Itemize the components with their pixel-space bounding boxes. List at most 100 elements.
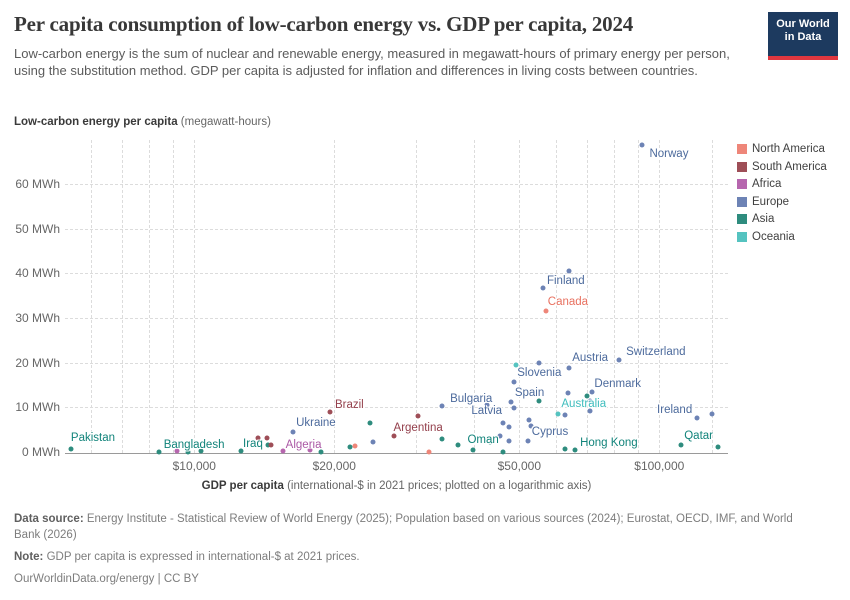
data-point-europe[interactable] — [587, 408, 593, 414]
data-point-south-america[interactable] — [391, 433, 397, 439]
data-point-asia[interactable] — [715, 444, 721, 450]
data-point-europe[interactable] — [589, 389, 595, 395]
country-label-austria[interactable]: Austria — [572, 352, 609, 365]
data-point-europe[interactable] — [565, 390, 571, 396]
data-point-europe[interactable] — [506, 424, 512, 430]
data-point-europe[interactable] — [566, 268, 572, 274]
data-point-oceania[interactable] — [555, 411, 561, 417]
country-label-hong-kong[interactable]: Hong Kong — [580, 436, 638, 449]
data-point-europe[interactable] — [616, 357, 622, 363]
owid-logo[interactable]: Our World in Data — [768, 12, 838, 60]
data-point-africa[interactable] — [174, 448, 180, 454]
legend-swatch-africa — [737, 179, 747, 190]
legend-item-south-america[interactable]: South America — [737, 161, 827, 174]
country-label-qatar[interactable]: Qatar — [684, 429, 714, 442]
legend-swatch-south-america — [737, 161, 747, 172]
data-point-asia[interactable] — [500, 449, 506, 455]
data-point-europe[interactable] — [587, 398, 593, 404]
data-point-europe[interactable] — [290, 429, 296, 435]
data-point-asia[interactable] — [470, 447, 476, 453]
owid-energy-link[interactable]: OurWorldinData.org/energy — [14, 573, 155, 585]
data-point-asia[interactable] — [536, 398, 542, 404]
data-point-europe[interactable] — [511, 405, 517, 411]
data-point-europe[interactable] — [562, 412, 568, 418]
data-point-north-america[interactable] — [543, 308, 549, 314]
data-point-asia[interactable] — [572, 447, 578, 453]
data-point-asia[interactable] — [185, 449, 191, 455]
country-label-brazil[interactable]: Brazil — [334, 399, 364, 412]
country-label-slovenia[interactable]: Slovenia — [517, 366, 562, 379]
data-point-asia[interactable] — [455, 442, 461, 448]
data-point-europe[interactable] — [639, 142, 645, 148]
country-label-oman[interactable]: Oman — [467, 433, 499, 446]
legend-item-oceania[interactable]: Oceania — [737, 231, 827, 244]
country-label-algeria[interactable]: Algeria — [285, 438, 322, 451]
data-point-europe[interactable] — [484, 402, 490, 408]
data-point-europe[interactable] — [528, 423, 534, 429]
data-point-asia[interactable] — [347, 444, 353, 450]
data-point-south-america[interactable] — [264, 435, 270, 441]
data-point-asia[interactable] — [562, 446, 568, 452]
data-point-asia[interactable] — [367, 420, 373, 426]
legend-item-europe[interactable]: Europe — [737, 196, 827, 209]
data-point-oceania[interactable] — [513, 362, 519, 368]
data-point-europe[interactable] — [694, 415, 700, 421]
data-point-asia[interactable] — [487, 439, 493, 445]
data-point-south-america[interactable] — [415, 413, 420, 419]
country-label-ukraine[interactable]: Ukraine — [296, 416, 336, 429]
legend-label-europe: Europe — [752, 195, 790, 208]
data-point-europe[interactable] — [540, 285, 546, 291]
data-point-north-america[interactable] — [426, 449, 432, 455]
data-point-europe[interactable] — [500, 420, 506, 426]
country-label-finland[interactable]: Finland — [546, 274, 585, 287]
data-point-asia[interactable] — [68, 446, 74, 452]
data-point-europe[interactable] — [536, 360, 542, 366]
data-point-europe[interactable] — [525, 438, 531, 444]
data-point-europe[interactable] — [370, 439, 376, 445]
data-point-europe[interactable] — [709, 411, 715, 417]
data-point-europe[interactable] — [506, 438, 512, 444]
country-label-ireland[interactable]: Ireland — [657, 404, 693, 417]
country-label-switzerland[interactable]: Switzerland — [626, 345, 686, 358]
data-point-africa[interactable] — [307, 447, 313, 453]
data-source-text: Energy Institute - Statistical Review of… — [14, 513, 793, 541]
data-point-south-america[interactable] — [255, 435, 261, 441]
data-point-asia[interactable] — [439, 436, 445, 442]
data-point-asia[interactable] — [238, 448, 244, 454]
country-label-cyprus[interactable]: Cyprus — [531, 425, 569, 438]
data-point-asia[interactable] — [156, 449, 162, 455]
country-label-argentina[interactable]: Argentina — [393, 421, 443, 434]
data-point-africa[interactable] — [280, 448, 286, 454]
data-point-south-america[interactable] — [327, 409, 333, 415]
legend-item-north-america[interactable]: North America — [737, 143, 827, 156]
data-point-asia[interactable] — [265, 442, 271, 448]
data-point-south-america[interactable] — [268, 442, 274, 448]
data-point-north-america[interactable] — [352, 443, 358, 449]
data-point-europe[interactable] — [508, 399, 514, 405]
country-label-denmark[interactable]: Denmark — [594, 377, 642, 390]
country-label-iraq[interactable]: Iraq — [243, 438, 263, 451]
country-label-pakistan[interactable]: Pakistan — [70, 432, 116, 445]
x-tick-10000: $10,000 — [172, 459, 216, 473]
data-point-asia[interactable] — [584, 393, 590, 399]
country-label-bangladesh[interactable]: Bangladesh — [163, 438, 225, 451]
x-gridline-20000 — [334, 140, 336, 453]
country-label-spain[interactable]: Spain — [514, 387, 545, 400]
x-gridline-9000 — [173, 140, 175, 453]
data-point-europe[interactable] — [566, 365, 572, 371]
country-label-australia[interactable]: Australia — [561, 398, 607, 411]
data-point-europe[interactable] — [439, 403, 445, 409]
data-point-asia[interactable] — [678, 442, 684, 448]
country-label-bulgaria[interactable]: Bulgaria — [450, 392, 493, 405]
country-label-norway[interactable]: Norway — [649, 148, 689, 161]
legend-item-africa[interactable]: Africa — [737, 178, 827, 191]
legend-item-asia[interactable]: Asia — [737, 213, 827, 226]
data-point-europe[interactable] — [497, 433, 503, 439]
country-label-latvia[interactable]: Latvia — [471, 404, 503, 417]
data-point-asia[interactable] — [198, 448, 204, 454]
data-point-europe[interactable] — [511, 379, 517, 385]
y-gridline-30 — [65, 317, 728, 319]
data-point-europe[interactable] — [526, 417, 532, 423]
data-point-asia[interactable] — [318, 449, 324, 455]
country-label-canada[interactable]: Canada — [547, 295, 589, 308]
